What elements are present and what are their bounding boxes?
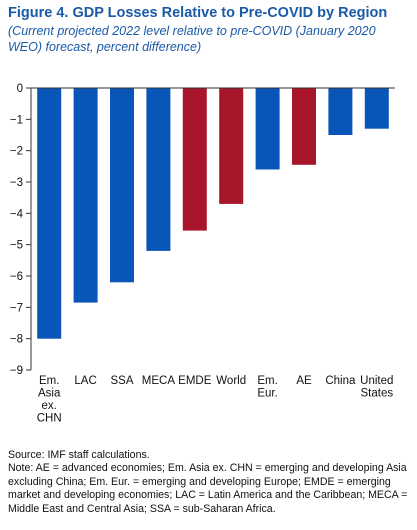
bar-em-asia-ex-chn bbox=[37, 88, 62, 339]
x-category-label-line: Eur. bbox=[257, 388, 277, 400]
y-tick-label: −9 bbox=[10, 365, 23, 377]
x-category-label-line: China bbox=[325, 375, 356, 387]
bars bbox=[37, 88, 389, 339]
x-category-label: MECA bbox=[142, 375, 176, 387]
x-category-label-line: Asia bbox=[38, 388, 61, 400]
y-tick-label: −1 bbox=[10, 114, 23, 126]
bar-em-eur bbox=[255, 88, 280, 170]
x-category-label: SSA bbox=[110, 375, 133, 387]
bar-lac bbox=[73, 88, 98, 303]
bar-china bbox=[328, 88, 353, 135]
y-tick-label: −3 bbox=[10, 177, 23, 189]
x-category-label-line: AE bbox=[296, 375, 312, 387]
abbreviation-note: Note: AE = advanced economies; Em. Asia … bbox=[8, 462, 408, 515]
x-category-label-line: CHN bbox=[37, 413, 62, 425]
y-tick-label: −4 bbox=[10, 208, 24, 220]
bar-meca bbox=[146, 88, 171, 251]
source-note: Source: IMF staff calculations. bbox=[8, 449, 150, 461]
x-category-label: LAC bbox=[74, 375, 96, 387]
x-category-label: AE bbox=[296, 375, 312, 387]
bar-ae bbox=[292, 88, 316, 165]
x-category-label-line: States bbox=[360, 388, 393, 400]
x-category-label-line: EMDE bbox=[178, 375, 212, 387]
x-category-label-line: Em. bbox=[257, 375, 277, 387]
x-category-label: Em. Asia ex. CHN bbox=[37, 375, 62, 425]
x-category-label-line: SSA bbox=[110, 375, 133, 387]
x-category-label-line: LAC bbox=[74, 375, 96, 387]
x-category-label: China bbox=[325, 375, 356, 387]
bar-world bbox=[219, 88, 244, 204]
y-tick-label: −6 bbox=[10, 271, 23, 283]
x-category-label-line: MECA bbox=[142, 375, 176, 387]
bar-united-states bbox=[364, 88, 389, 129]
bar-emde bbox=[182, 88, 207, 231]
x-category-label: EMDE bbox=[178, 375, 212, 387]
x-category-label-line: ex. bbox=[42, 400, 57, 412]
x-category-label: World bbox=[216, 375, 246, 387]
figure-subtitle: (Current projected 2022 level relative t… bbox=[8, 24, 376, 54]
y-tick-label: −8 bbox=[10, 334, 23, 346]
x-category-label-line: Em. bbox=[39, 375, 59, 387]
y-axis-ticks: 0 −1 −2 −3 −4 −5 −6 −7 −8 −9 bbox=[10, 83, 31, 377]
x-category-label-line: United bbox=[360, 375, 393, 387]
x-category-label: United States bbox=[360, 375, 393, 400]
y-tick-label: −5 bbox=[10, 240, 23, 252]
y-tick-label: 0 bbox=[17, 83, 23, 95]
figure-title: Figure 4. GDP Losses Relative to Pre-COV… bbox=[8, 5, 388, 21]
figure-notes: Source: IMF staff calculations. Note: AE… bbox=[8, 449, 413, 516]
x-category-label-line: World bbox=[216, 375, 246, 387]
y-tick-label: −2 bbox=[10, 146, 23, 158]
bar-ssa bbox=[110, 88, 134, 283]
y-tick-label: −7 bbox=[10, 302, 23, 314]
x-category-label: Em. Eur. bbox=[257, 375, 277, 400]
